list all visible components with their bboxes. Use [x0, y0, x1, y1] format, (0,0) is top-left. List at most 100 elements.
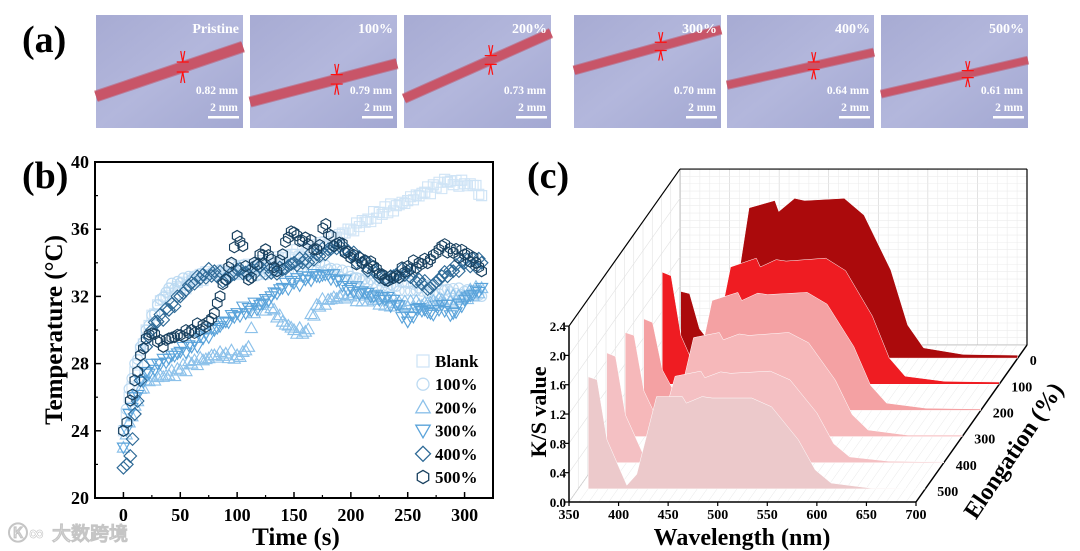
- y-axis-label: Temperature (°C): [41, 235, 68, 425]
- data-point: [305, 233, 317, 247]
- data-point: [443, 310, 458, 323]
- data-point: [451, 298, 466, 311]
- data-point: [420, 307, 435, 320]
- data-point: [258, 293, 273, 307]
- data-point: [232, 261, 248, 276]
- data-point: [260, 243, 271, 256]
- data-point: [201, 351, 216, 364]
- data-point: [399, 265, 411, 279]
- x-tick-label: 550: [757, 508, 778, 523]
- data-point: [292, 280, 307, 293]
- data-point: [360, 287, 375, 301]
- data-point: [163, 332, 175, 345]
- data-point: [474, 282, 489, 296]
- measure-arrows-icon: [961, 60, 974, 88]
- data-point: [267, 302, 282, 315]
- data-point: [411, 272, 427, 287]
- data-point: [434, 292, 449, 305]
- series-300pct: [116, 269, 489, 455]
- data-point: [393, 199, 405, 211]
- z-tick-label: 300: [974, 433, 995, 448]
- legend-item: 400%: [414, 445, 478, 464]
- data-point: [247, 266, 262, 282]
- data-point: [338, 274, 353, 287]
- data-point: [370, 212, 382, 224]
- data-point: [348, 272, 360, 284]
- data-point: [120, 407, 132, 419]
- data-point: [230, 308, 245, 321]
- data-point: [354, 251, 365, 264]
- photo-panel: 200% 0.73 mm 2 mm: [401, 15, 554, 128]
- data-point: [206, 312, 217, 325]
- data-point: [172, 328, 183, 341]
- data-point: [179, 347, 193, 360]
- data-point: [442, 246, 453, 259]
- scale-bar: [993, 116, 1024, 119]
- data-point: [345, 270, 357, 282]
- measure-arrows-icon: [176, 50, 189, 84]
- data-point: [356, 275, 368, 287]
- data-point: [326, 290, 341, 303]
- data-point: [416, 257, 428, 270]
- data-point: [252, 299, 267, 313]
- photo-background: [881, 15, 1028, 128]
- data-point: [409, 303, 424, 317]
- photo-label: 500%: [989, 22, 1024, 37]
- data-point: [447, 246, 459, 259]
- data-point: [138, 342, 149, 355]
- data-point: [285, 225, 297, 238]
- grid-line: [568, 227, 681, 385]
- data-point: [156, 369, 171, 382]
- y-tick-label: 1.2: [550, 407, 566, 422]
- z-tick-label: 100: [1011, 380, 1032, 395]
- data-point: [278, 261, 293, 276]
- z-tick-label: 200: [993, 406, 1014, 421]
- data-point: [231, 229, 243, 243]
- z-tick-label: 500: [937, 485, 958, 500]
- data-point: [264, 265, 279, 280]
- data-point: [339, 246, 351, 259]
- data-point: [247, 305, 262, 319]
- data-point: [132, 365, 143, 378]
- data-point: [353, 221, 365, 233]
- x-tick-label: 50: [171, 505, 189, 525]
- data-point: [176, 286, 191, 301]
- data-point: [277, 248, 288, 261]
- data-point: [309, 297, 324, 310]
- scale-bar-label: 2 mm: [210, 102, 238, 114]
- data-point: [169, 283, 181, 295]
- z-tick-label: 400: [956, 459, 977, 474]
- data-point: [127, 406, 142, 422]
- photo-strip: Pristine 0.82 mm 2 mm 100% 0.79 mm 2 mm 200% 0.…: [94, 15, 1030, 128]
- data-point: [301, 322, 316, 335]
- data-point: [353, 272, 365, 284]
- data-point: [241, 339, 256, 352]
- data-point: [325, 262, 337, 274]
- data-point: [181, 340, 196, 353]
- data-point: [214, 290, 226, 303]
- data-point: [233, 311, 247, 324]
- data-point: [382, 207, 394, 219]
- grid-line: [895, 344, 1008, 503]
- data-point: [393, 271, 405, 284]
- data-point: [419, 186, 431, 198]
- data-point: [295, 326, 310, 339]
- series-500pct: [118, 217, 487, 437]
- data-point: [284, 257, 299, 272]
- x-tick-label: 250: [394, 505, 421, 525]
- y-tick-label: 2.0: [550, 348, 566, 363]
- x-tick-label: 600: [806, 508, 827, 523]
- diameter-label: 0.61 mm: [981, 85, 1024, 97]
- data-point: [223, 261, 234, 274]
- data-point: [275, 314, 290, 327]
- data-point: [186, 323, 198, 337]
- data-point: [174, 328, 186, 342]
- data-point: [250, 257, 265, 272]
- spectra: [587, 198, 1018, 490]
- data-point: [430, 247, 442, 260]
- data-point: [306, 252, 321, 267]
- data-point: [197, 318, 209, 332]
- data-point: [440, 299, 455, 312]
- data-point: [425, 253, 436, 266]
- watermark-text: 大数跨境: [52, 522, 128, 545]
